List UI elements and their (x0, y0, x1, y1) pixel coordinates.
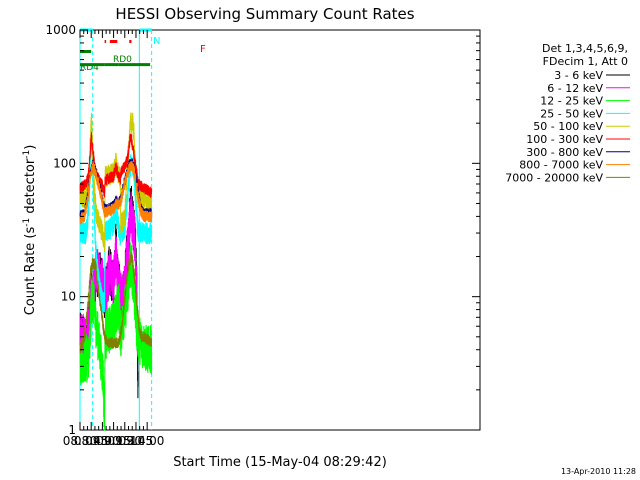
legend-label-7: 800 - 7000 keV (519, 159, 603, 172)
flag-label-rd0: RD0 (113, 55, 132, 65)
x-tick-label-1: 08:45 (74, 434, 109, 448)
y-tick-label-2: 100 (53, 156, 76, 170)
series-line-5 (79, 132, 153, 198)
y-axis-label-mid: detector (23, 158, 38, 218)
flag-label-f: F (200, 44, 206, 55)
legend-label-1: 6 - 12 keV (547, 82, 603, 95)
x-tick-label-5: 09:45 (119, 434, 154, 448)
legend-label-6: 300 - 800 keV (526, 146, 603, 159)
series-line-8 (79, 252, 153, 354)
legend-label-8: 7000 - 20000 keV (505, 171, 603, 184)
flag-label-rd4: RD4 (80, 63, 99, 73)
legend-label-2: 12 - 25 keV (540, 95, 603, 108)
legend-label-5: 100 - 300 keV (526, 133, 603, 146)
x-tick-label-3: 09:15 (96, 434, 131, 448)
y-tick-label-1: 10 (61, 290, 76, 304)
series-line-2 (79, 242, 153, 431)
series-line-3 (79, 135, 153, 313)
y-axis-label: Count Rate (s-1 detector-1) (22, 145, 38, 316)
y-axis-label-main: Count Rate (s (23, 227, 38, 316)
x-tick-label-2: 09:00 (85, 434, 120, 448)
y-tick-label-3: 1000 (45, 23, 76, 37)
y-axis-label-sup2: -1 (22, 150, 32, 159)
x-tick-label-4: 09:30 (107, 434, 142, 448)
timestamp: 13-Apr-2010 11:28 (561, 467, 636, 476)
x-tick-label-6: 10:00 (130, 434, 165, 448)
chart-title: HESSI Observing Summary Count Rates (115, 5, 414, 23)
x-axis-label: Start Time (15-May-04 08:29:42) (173, 455, 387, 470)
legend: Det 1,3,4,5,6,9, FDecim 1, Att 0 3 - 6 k… (505, 42, 630, 184)
y-axis-label-sup1: -1 (22, 218, 32, 227)
legend-label-0: 3 - 6 keV (554, 69, 603, 82)
legend-label-3: 25 - 50 keV (540, 107, 603, 120)
series-line-1 (79, 191, 138, 362)
series-layer (79, 112, 153, 431)
flag-label-n: N (153, 36, 160, 47)
legend-header-line2: FDecim 1, Att 0 (543, 55, 628, 68)
legend-header-line1: Det 1,3,4,5,6,9, (542, 42, 628, 55)
y-tick-label-0: 1 (68, 423, 76, 437)
x-tick-label-0: 08:30 (63, 434, 98, 448)
y-axis-label-end: ) (23, 145, 38, 150)
series-line-7 (79, 161, 153, 225)
legend-label-4: 50 - 100 keV (533, 120, 603, 133)
